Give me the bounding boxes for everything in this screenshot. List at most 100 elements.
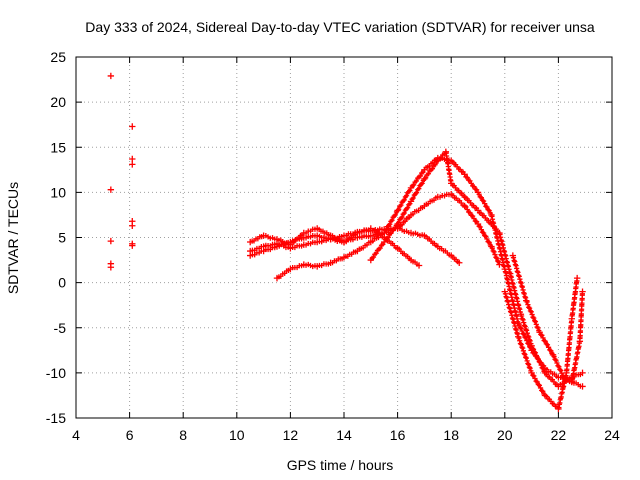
data-point — [405, 205, 411, 211]
data-point — [529, 345, 536, 352]
data-point — [528, 309, 534, 315]
chart-title: Day 333 of 2024, Sidereal Day-to-day VTE… — [85, 19, 595, 35]
data-point — [494, 255, 500, 261]
data-point — [517, 340, 524, 347]
data-point — [389, 217, 395, 223]
data-point — [524, 299, 530, 305]
data-point — [532, 319, 539, 325]
data-point — [401, 210, 407, 216]
data-point — [552, 356, 558, 362]
x-tick-label: 24 — [604, 427, 620, 443]
data-point — [526, 334, 532, 340]
data-point — [413, 190, 420, 196]
data-point — [525, 360, 531, 367]
data-point — [516, 322, 522, 328]
data-point — [535, 356, 541, 362]
data-point — [557, 366, 563, 373]
x-tick-label: 18 — [443, 427, 459, 443]
data-point — [573, 274, 581, 282]
data-point — [526, 305, 533, 311]
data-point — [490, 248, 496, 254]
y-tick-label: 0 — [58, 275, 66, 291]
data-point — [530, 346, 537, 352]
data-point — [401, 197, 407, 203]
data-point — [413, 178, 419, 184]
data-point — [519, 328, 525, 334]
data-point — [534, 355, 540, 361]
x-axis-label: GPS time / hours — [287, 457, 394, 473]
data-point — [495, 259, 502, 265]
data-point — [396, 206, 402, 212]
data-point — [516, 335, 522, 341]
data-point — [534, 324, 540, 330]
data-point — [417, 173, 423, 179]
data-point — [419, 180, 425, 186]
data-point — [392, 212, 398, 218]
data-point — [129, 242, 136, 249]
data-point — [399, 214, 405, 220]
data-point — [520, 317, 526, 323]
data-point — [387, 221, 393, 227]
data-point — [519, 316, 525, 322]
x-tick-label: 8 — [179, 427, 187, 443]
data-point — [523, 326, 529, 332]
data-point — [526, 361, 532, 368]
data-point — [520, 345, 526, 351]
data-point — [523, 327, 530, 333]
data-point — [377, 245, 383, 251]
x-tick-label: 20 — [497, 427, 513, 443]
data-point — [537, 359, 543, 366]
data-point — [522, 351, 528, 358]
data-point — [526, 364, 532, 370]
data-point — [527, 365, 533, 371]
data-point — [396, 219, 402, 226]
data-point — [579, 369, 586, 377]
data-point — [107, 264, 115, 271]
data-point — [531, 349, 538, 355]
data-point — [551, 353, 557, 360]
data-point — [526, 304, 532, 310]
data-point — [373, 250, 379, 256]
data-point — [531, 315, 537, 321]
y-tick-label: 5 — [58, 230, 66, 246]
data-point — [533, 352, 539, 359]
data-point — [492, 251, 498, 258]
data-point — [532, 318, 538, 324]
x-tick-label: 14 — [336, 427, 352, 443]
data-point — [129, 155, 136, 163]
y-axis-label: SDTVAR / TECUs — [5, 182, 21, 294]
data-point — [388, 230, 394, 236]
y-tick-label: 15 — [50, 139, 66, 155]
data-point — [438, 155, 444, 161]
y-tick-label: -5 — [54, 320, 67, 336]
x-tick-label: 16 — [390, 427, 406, 443]
data-point — [461, 193, 468, 201]
data-point — [521, 322, 528, 329]
y-tick-label: -10 — [46, 365, 66, 381]
data-point — [495, 258, 501, 264]
data-point — [523, 355, 529, 361]
data-point — [555, 363, 561, 369]
data-point — [526, 337, 533, 343]
data-point — [432, 162, 438, 168]
axis-ticks: 4 6 8 10 12 14 16 18 20 22 24 -15 -10 -5 0 5 10 15 20 25 — [46, 49, 620, 443]
data-point — [129, 161, 136, 168]
data-point — [525, 302, 531, 308]
y-tick-label: 20 — [50, 94, 66, 110]
data-point — [553, 357, 559, 363]
data-point — [523, 354, 529, 360]
data-point — [524, 330, 530, 336]
data-point — [535, 325, 541, 331]
y-tick-label: 25 — [50, 49, 66, 65]
data-point — [532, 350, 539, 356]
data-point — [410, 195, 416, 201]
data-points — [107, 72, 586, 413]
data-point — [415, 262, 423, 269]
data-point — [411, 182, 417, 188]
y-tick-label: 10 — [50, 184, 66, 200]
data-point — [538, 362, 544, 368]
data-point — [529, 311, 535, 318]
data-point — [522, 323, 528, 330]
data-point — [383, 226, 390, 233]
